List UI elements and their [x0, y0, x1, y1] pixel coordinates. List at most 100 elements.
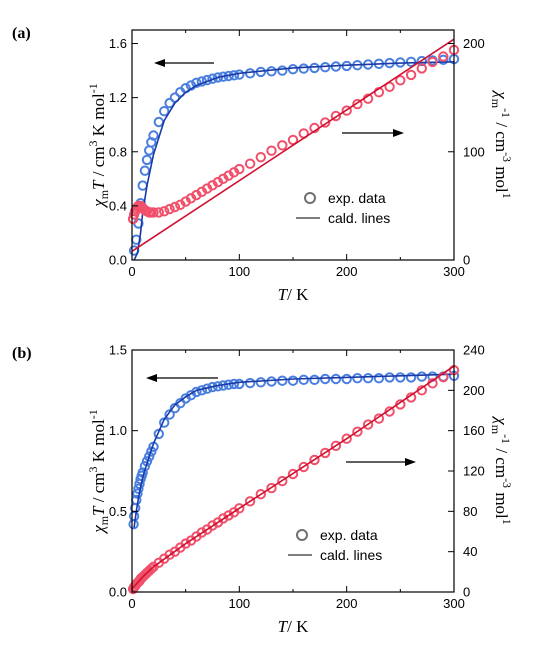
legend-line-label: cald. lines [328, 210, 390, 226]
y-right-tick-label: 160 [463, 423, 485, 438]
y-left-label-part: / cm [89, 472, 108, 506]
x-tick-label: 200 [336, 596, 358, 611]
y-right-label-part: -1 [499, 434, 513, 444]
data-point-right [266, 145, 277, 156]
legend-marker-label: exp. data [320, 527, 378, 543]
data-point-right [330, 110, 342, 122]
y-left-tick-label: 0.4 [109, 198, 127, 213]
y-right-tick-label: 200 [463, 36, 485, 51]
left-arrow-head [154, 59, 165, 67]
data-point-right [255, 489, 266, 500]
y-left-label-part: T [89, 505, 108, 516]
y-left-tick-label: 0.8 [109, 144, 127, 159]
y-left-tick-label: 0.0 [109, 253, 127, 268]
data-point-right [384, 81, 395, 93]
y-left-axis-label: χmT / cm3 K mol-1 [86, 83, 111, 209]
legend-marker-label: exp. data [328, 190, 386, 206]
y-left-tick-label: 1.6 [109, 36, 127, 51]
data-point-left [287, 64, 299, 75]
panel-label: (a) [12, 25, 31, 42]
y-left-label-part: / cm [89, 146, 108, 180]
data-point-right [266, 482, 277, 494]
data-point-left [309, 62, 320, 74]
legend-line-label: cald. lines [320, 547, 382, 563]
data-point-left [352, 373, 363, 384]
data-point-left [234, 378, 245, 390]
data-point-right [164, 549, 175, 560]
y-left-label-part: -1 [86, 409, 100, 419]
y-left-label-part: χ [89, 199, 108, 209]
x-axis-label-var: T [278, 285, 289, 304]
data-point-left [148, 130, 159, 141]
x-tick-label: 100 [228, 264, 250, 279]
data-point-left [416, 55, 427, 67]
right-arrow-head [405, 458, 416, 466]
data-point-left [141, 154, 153, 166]
y-left-label-part: 3 [86, 140, 100, 146]
data-point-right [234, 163, 245, 175]
data-point-left [255, 377, 266, 388]
data-point-left [266, 66, 277, 77]
y-left-label-part: K mol [89, 93, 108, 141]
data-point-right [352, 98, 363, 110]
y-right-label-part: m [489, 99, 503, 109]
y-right-label-part: -1 [499, 108, 513, 118]
x-tick-label: 300 [443, 264, 465, 279]
data-point-left [132, 488, 143, 499]
data-point-right [395, 75, 406, 86]
data-point-left [309, 374, 320, 385]
x-axis-label: T/ K [278, 285, 309, 304]
data-point-right [373, 413, 385, 424]
right-arrow-head [393, 129, 404, 137]
y-right-label-part: 1 [500, 193, 514, 199]
data-point-left [298, 63, 309, 74]
y-right-label-part: m [489, 425, 503, 435]
y-left-tick-label: 0.0 [109, 585, 127, 600]
y-right-axis-label: χm-1 / cm-3 mol1 [489, 415, 514, 525]
data-point-right [298, 461, 309, 473]
data-point-left [287, 375, 299, 386]
data-point-right [218, 513, 229, 524]
x-tick-label: 100 [228, 596, 250, 611]
data-point-left [277, 375, 288, 386]
data-point-right [255, 152, 266, 163]
data-point-right [352, 426, 363, 437]
data-point-right [277, 475, 288, 487]
data-point-left [395, 372, 406, 383]
data-point-left [139, 165, 151, 176]
y-left-label-part: 3 [86, 466, 100, 472]
data-point-right [196, 527, 208, 538]
y-right-tick-label: 40 [463, 544, 477, 559]
data-point-right [164, 203, 175, 215]
data-point-left [146, 446, 157, 457]
y-left-label-part: K mol [89, 419, 108, 467]
x-axis-label-var: T [278, 617, 289, 636]
data-point-right [341, 433, 352, 444]
data-point-right [277, 140, 288, 151]
y-left-label-part: T [89, 179, 108, 190]
data-point-left [164, 409, 175, 420]
chart-panel-b: (b) 0 100 200 300 0.0 0.5 1.0 1.5 0 40 80 120 160 200 2… [12, 343, 514, 637]
data-point-right [405, 69, 417, 81]
legend-marker [296, 529, 308, 541]
x-tick-label: 0 [128, 264, 135, 279]
data-point-left [159, 106, 170, 117]
data-point-right [153, 207, 165, 218]
data-point-left [416, 371, 427, 382]
data-point-right [330, 440, 342, 451]
data-point-right [287, 468, 299, 480]
x-tick-label: 300 [443, 596, 465, 611]
y-right-tick-label: 200 [463, 383, 485, 398]
y-left-tick-label: 1.5 [109, 343, 127, 358]
data-point-left [298, 374, 309, 385]
y-right-tick-label: 100 [463, 144, 485, 159]
data-point-right [416, 63, 427, 74]
data-point-left [133, 483, 144, 494]
data-point-left [169, 92, 181, 103]
y-right-label-part: mol [492, 488, 511, 519]
data-point-left [164, 97, 175, 109]
x-axis-label-unit: / K [287, 285, 309, 304]
y-left-tick-label: 0.5 [109, 504, 127, 519]
